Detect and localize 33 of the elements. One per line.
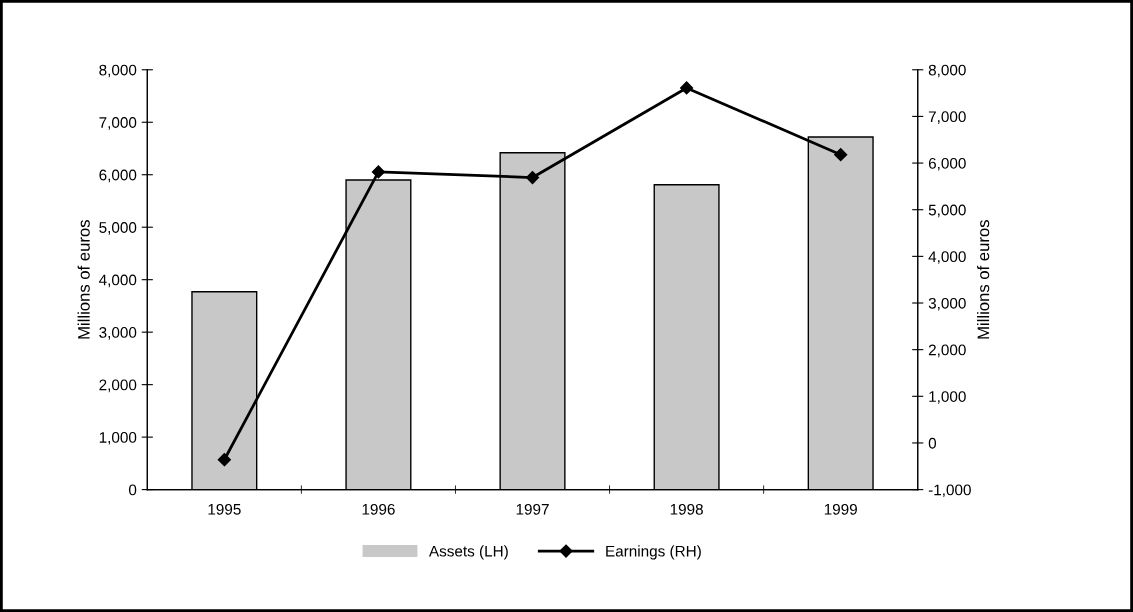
x-tick-label: 1995 xyxy=(208,503,241,515)
y2-tick-label: 8,000 xyxy=(928,64,966,78)
point xyxy=(371,165,386,179)
y2-tick-label: 1,000 xyxy=(929,391,966,404)
x-tick-label: 1999 xyxy=(824,503,857,515)
y-tick-label: 7,000 xyxy=(99,117,137,130)
y-tick-label: 3,000 xyxy=(99,327,137,340)
y2-tick-label: 2,000 xyxy=(928,344,966,358)
y2-tick-label: 5,000 xyxy=(928,204,966,218)
legend-label: Earnings (RH) xyxy=(606,545,701,560)
legend-label: Assets (LH) xyxy=(428,545,508,560)
point xyxy=(525,170,540,185)
y2-tick-label: 0 xyxy=(928,437,937,449)
point xyxy=(834,148,848,162)
x-tick-label: 1998 xyxy=(670,503,703,515)
y2-tick-label: 7,000 xyxy=(928,111,966,124)
y2-tick-label: 3,000 xyxy=(928,297,966,311)
y2-axis-title: Millions of euros xyxy=(977,220,990,339)
y2-tick-label: -1,000 xyxy=(928,484,971,498)
x-tick-label: 1997 xyxy=(516,503,549,515)
y-tick-label: 8,000 xyxy=(99,64,137,78)
y-tick-label: 5,000 xyxy=(99,222,137,235)
y-tick-label: 4,000 xyxy=(99,274,137,288)
y2-tick-label: 4,000 xyxy=(928,251,966,264)
y-axis-title: Millions of euros xyxy=(77,220,90,339)
y-tick-label: 0 xyxy=(128,484,137,496)
y2-tick-label: 6,000 xyxy=(928,157,966,171)
y-tick-label: 6,000 xyxy=(99,169,137,183)
x-tick-label: 1996 xyxy=(362,503,395,515)
y-tick-label: 1,000 xyxy=(99,431,137,445)
point xyxy=(217,453,231,467)
y-tick-label: 2,000 xyxy=(99,379,137,393)
point xyxy=(680,81,694,95)
